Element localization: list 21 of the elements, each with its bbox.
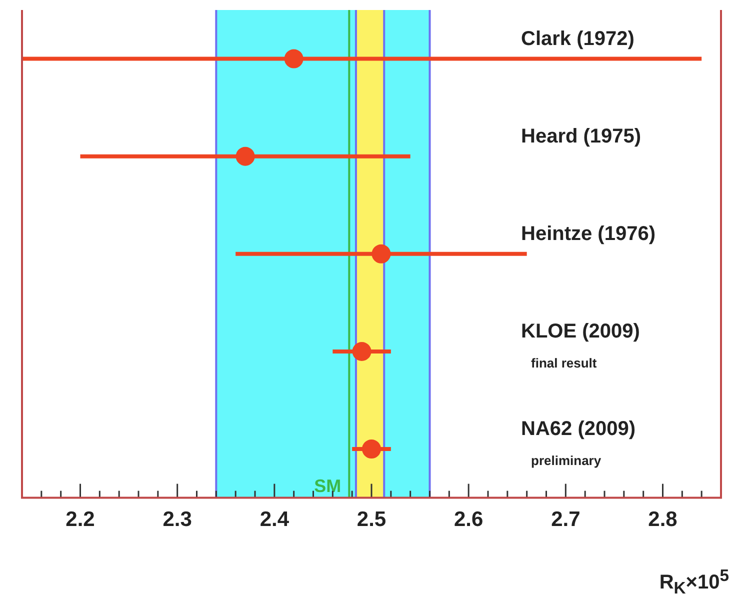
y-tick-label: NA62 (2009)	[521, 418, 636, 440]
x-tick-label: 2.3	[162, 508, 192, 532]
x-tick-label: 2.6	[454, 508, 484, 532]
point	[236, 146, 255, 166]
ref-line-label: SM	[314, 476, 342, 496]
x-tick-label: 2.8	[648, 508, 678, 532]
x-tick-label: 2.7	[551, 508, 580, 532]
point	[352, 342, 372, 361]
x-tick-label: 2.2	[66, 508, 95, 532]
y-tick-label: Heard (1975)	[521, 125, 642, 148]
annotation: final result	[531, 355, 598, 370]
point	[372, 244, 391, 264]
point	[362, 440, 381, 459]
annotation: preliminary	[531, 453, 602, 468]
y-tick-label: Clark (1972)	[521, 28, 634, 50]
y-tick-label: KLOE (2009)	[521, 320, 640, 342]
x-tick-label: 2.5	[356, 508, 386, 532]
y-tick-label: Heintze (1976)	[521, 222, 656, 245]
point	[284, 49, 304, 68]
x-axis-title: R$_{K}$×10$^{5}$	[659, 566, 729, 599]
x-tick-label: 2.4	[260, 508, 290, 532]
